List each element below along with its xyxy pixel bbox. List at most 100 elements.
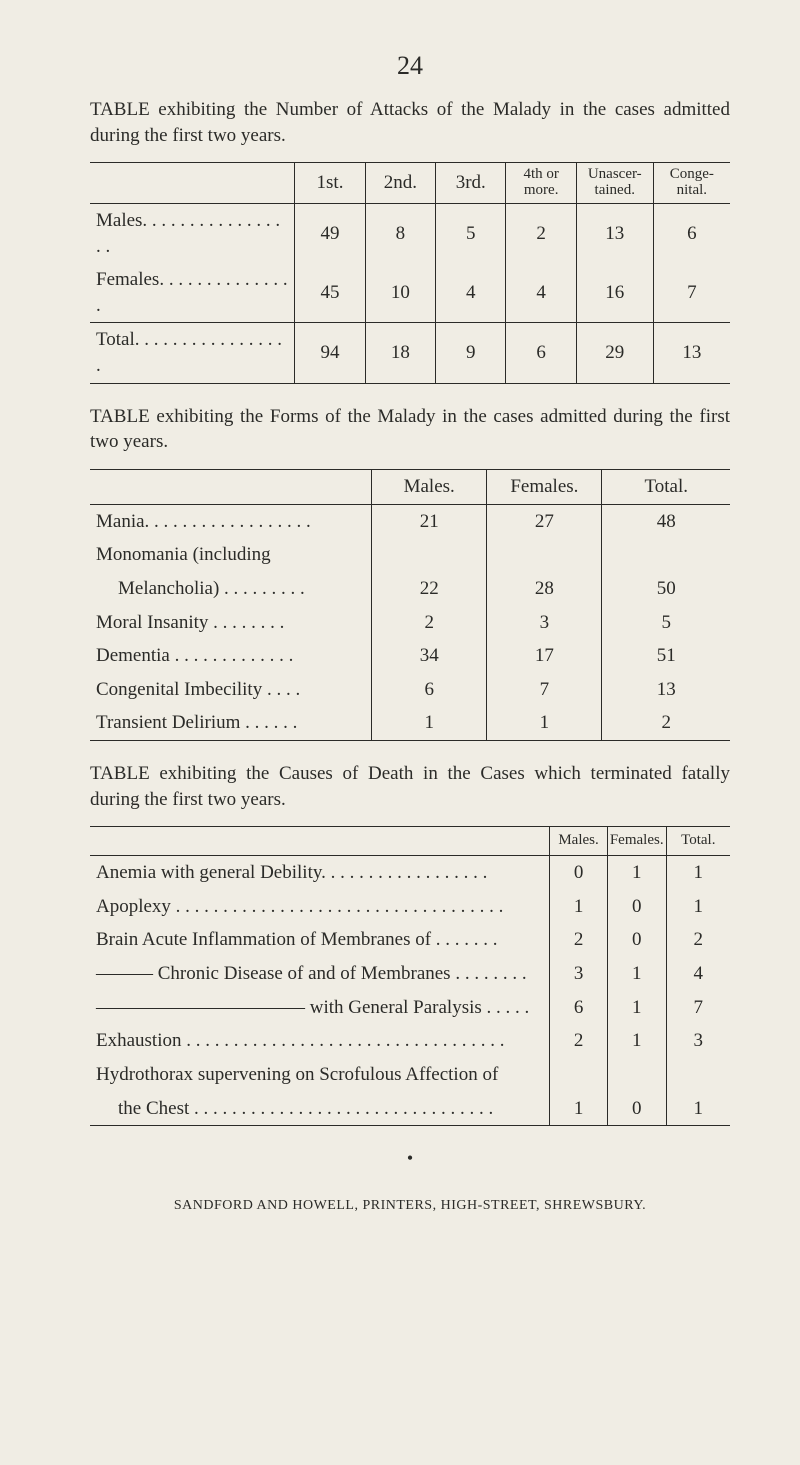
t3-cell: 3 xyxy=(666,1024,730,1058)
t3-row-label: Exhaustion . . . . . . . . . . . . . . .… xyxy=(90,1024,550,1058)
table-row: Mania. . . . . . . . . . . . . . . . . .… xyxy=(90,504,730,538)
t3-cell: 0 xyxy=(550,856,608,890)
t3-cell: 2 xyxy=(550,923,608,957)
table2-intro: TABLE exhibiting the Forms of the Malady… xyxy=(90,404,730,455)
t1-h5: Unascer- tained. xyxy=(576,163,653,204)
table-attacks: 1st. 2nd. 3rd. 4th or more. Unascer- tai… xyxy=(90,162,730,383)
t3-cell: 1 xyxy=(666,856,730,890)
page-number: 24 xyxy=(90,48,730,83)
t2-cell: 2 xyxy=(372,606,487,640)
t1-cell: 9 xyxy=(436,323,506,383)
t1-cell: 4 xyxy=(506,263,576,323)
t2-cell: 27 xyxy=(487,504,602,538)
t3-cell: 1 xyxy=(666,1092,730,1126)
t1-cell: 18 xyxy=(365,323,435,383)
table-row: Brain Acute Inflammation of Membranes of… xyxy=(90,923,730,957)
t1-r1-label: Females. . . . . . . . . . . . . . . xyxy=(90,263,295,323)
t3-cell: 4 xyxy=(666,957,730,991)
t3-cell: 3 xyxy=(550,957,608,991)
table-row: Females. . . . . . . . . . . . . . . 45 … xyxy=(90,263,730,323)
t2-cell: 13 xyxy=(602,673,730,707)
table-row: Moral Insanity . . . . . . . .235 xyxy=(90,606,730,640)
t1-cell: 10 xyxy=(365,263,435,323)
t2-row-label: Congenital Imbecility . . . . xyxy=(90,673,372,707)
t3-cell: 1 xyxy=(550,1092,608,1126)
t2-row-label: Dementia . . . . . . . . . . . . . xyxy=(90,639,372,673)
t3-cell: 0 xyxy=(607,890,666,924)
table-row: Monomania (including xyxy=(90,538,730,572)
t2-cell: 28 xyxy=(487,572,602,606)
t1-cell: 49 xyxy=(295,203,365,263)
t3-cell: 1 xyxy=(666,890,730,924)
footer-dot: • xyxy=(90,1146,730,1170)
t1-cell: 94 xyxy=(295,323,365,383)
t2-cell: 21 xyxy=(372,504,487,538)
t2-cell: 1 xyxy=(372,706,487,740)
t2-h2: Females. xyxy=(487,470,602,505)
t1-h6: Conge- nital. xyxy=(653,163,730,204)
t2-cell: 48 xyxy=(602,504,730,538)
t3-row-label: ——— Chronic Disease of and of Membranes … xyxy=(90,957,550,991)
table-row: Transient Delirium . . . . . .112 xyxy=(90,706,730,740)
t2-header-row: Males. Females. Total. xyxy=(90,470,730,505)
t1-h1: 1st. xyxy=(295,163,365,204)
table-row: ——— Chronic Disease of and of Membranes … xyxy=(90,957,730,991)
t3-cell: 0 xyxy=(607,1092,666,1126)
t2-cell: 3 xyxy=(487,606,602,640)
t2-cell: 17 xyxy=(487,639,602,673)
table3-intro: TABLE exhibiting the Causes of Death in … xyxy=(90,761,730,812)
table-row: Anemia with general Debility. . . . . . … xyxy=(90,856,730,890)
t2-cell: 34 xyxy=(372,639,487,673)
t3-cell: 1 xyxy=(607,1024,666,1058)
table1-intro: TABLE exhibiting the Number of Attacks o… xyxy=(90,97,730,148)
t3-cell: 0 xyxy=(607,923,666,957)
t3-cell: 1 xyxy=(550,890,608,924)
t1-cell: 29 xyxy=(576,323,653,383)
t2-cell: 50 xyxy=(602,572,730,606)
t1-h2: 2nd. xyxy=(365,163,435,204)
t1-h0 xyxy=(90,163,295,204)
t2-row-label: Melancholia) . . . . . . . . . xyxy=(90,572,372,606)
t2-cell: 1 xyxy=(487,706,602,740)
t3-header-row: Males. Females. Total. xyxy=(90,827,730,856)
t1-cell: 45 xyxy=(295,263,365,323)
footer-imprint: SANDFORD AND HOWELL, PRINTERS, HIGH-STRE… xyxy=(90,1197,730,1216)
t2-cell: 6 xyxy=(372,673,487,707)
t2-cell: 7 xyxy=(487,673,602,707)
t2-cell: 22 xyxy=(372,572,487,606)
t3-cell: 2 xyxy=(550,1024,608,1058)
t1-cell: 16 xyxy=(576,263,653,323)
t2-row-label: Moral Insanity . . . . . . . . xyxy=(90,606,372,640)
t1-header-row: 1st. 2nd. 3rd. 4th or more. Unascer- tai… xyxy=(90,163,730,204)
t1-cell: 8 xyxy=(365,203,435,263)
t3-cell xyxy=(550,1058,608,1092)
t2-cell: 51 xyxy=(602,639,730,673)
t1-cell: 13 xyxy=(576,203,653,263)
page: 24 TABLE exhibiting the Number of Attack… xyxy=(0,0,800,1275)
table-row: Congenital Imbecility . . . .6713 xyxy=(90,673,730,707)
table-row: Hydrothorax supervening on Scrofulous Af… xyxy=(90,1058,730,1092)
t3-row-label: the Chest . . . . . . . . . . . . . . . … xyxy=(90,1092,550,1126)
table-row: Melancholia) . . . . . . . . .222850 xyxy=(90,572,730,606)
t1-h3: 3rd. xyxy=(436,163,506,204)
t1-cell: 6 xyxy=(506,323,576,383)
t1-cell: 4 xyxy=(436,263,506,323)
t3-h3: Total. xyxy=(666,827,730,856)
t2-row-label: Mania. . . . . . . . . . . . . . . . . . xyxy=(90,504,372,538)
t1-cell: 7 xyxy=(653,263,730,323)
t1-r0-label: Males. . . . . . . . . . . . . . . . . xyxy=(90,203,295,263)
t3-row-label: ——————————— with General Paralysis . . .… xyxy=(90,991,550,1025)
table-row: Males. . . . . . . . . . . . . . . . . 4… xyxy=(90,203,730,263)
t2-cell xyxy=(372,538,487,572)
table-row: Dementia . . . . . . . . . . . . .341751 xyxy=(90,639,730,673)
t1-h4: 4th or more. xyxy=(506,163,576,204)
t2-h0 xyxy=(90,470,372,505)
table-forms: Males. Females. Total. Mania. . . . . . … xyxy=(90,469,730,741)
t2-cell: 5 xyxy=(602,606,730,640)
t3-cell: 7 xyxy=(666,991,730,1025)
t3-h2: Females. xyxy=(607,827,666,856)
t3-cell: 6 xyxy=(550,991,608,1025)
t3-row-label: Brain Acute Inflammation of Membranes of… xyxy=(90,923,550,957)
table-row: the Chest . . . . . . . . . . . . . . . … xyxy=(90,1092,730,1126)
table-row: ——————————— with General Paralysis . . .… xyxy=(90,991,730,1025)
